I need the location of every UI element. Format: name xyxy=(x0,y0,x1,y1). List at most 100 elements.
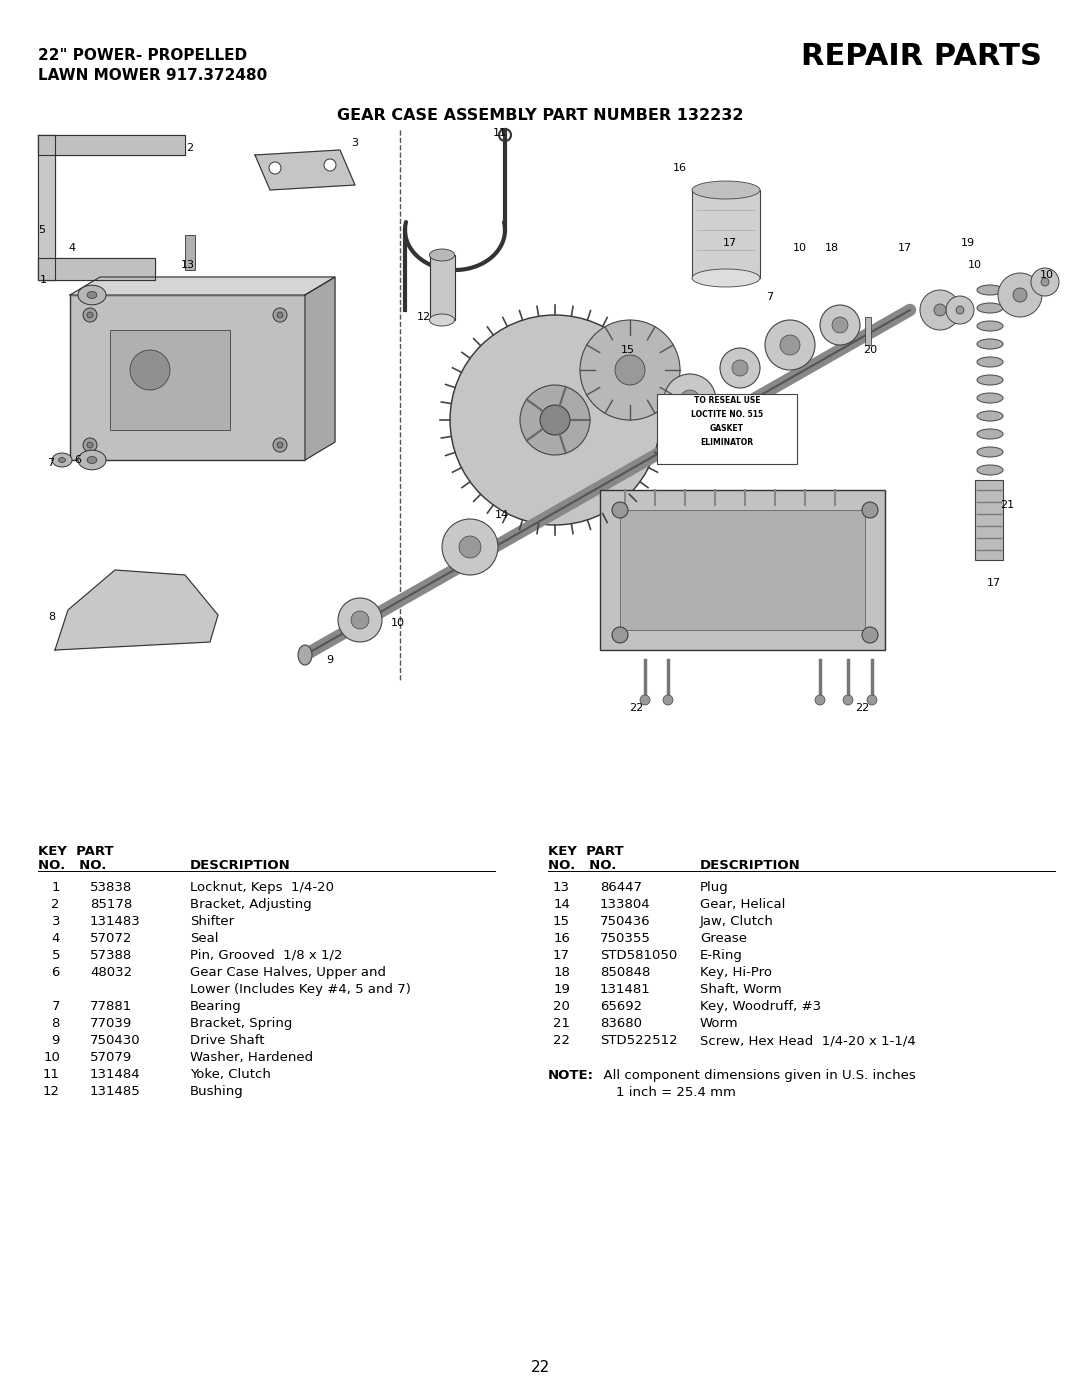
Ellipse shape xyxy=(977,482,1003,493)
Ellipse shape xyxy=(78,450,106,470)
Text: 77881: 77881 xyxy=(90,1000,132,1014)
Ellipse shape xyxy=(130,350,170,390)
Polygon shape xyxy=(70,277,335,295)
Ellipse shape xyxy=(977,500,1003,512)
Ellipse shape xyxy=(977,447,1003,457)
Ellipse shape xyxy=(977,356,1003,368)
Text: 16: 16 xyxy=(553,932,570,945)
Text: 3: 3 xyxy=(52,916,60,928)
Text: 18: 18 xyxy=(553,966,570,979)
Text: 22: 22 xyxy=(530,1360,550,1376)
Text: Bushing: Bushing xyxy=(190,1085,244,1097)
Text: 1 inch = 25.4 mm: 1 inch = 25.4 mm xyxy=(616,1086,735,1099)
Text: 7: 7 xyxy=(48,459,55,468)
Text: 131483: 131483 xyxy=(90,916,140,928)
Circle shape xyxy=(780,336,800,355)
Text: DESCRIPTION: DESCRIPTION xyxy=(190,858,291,872)
Text: 53838: 53838 xyxy=(90,881,132,893)
Text: KEY  PART: KEY PART xyxy=(548,844,623,858)
Circle shape xyxy=(765,320,815,370)
Circle shape xyxy=(640,695,650,705)
Text: 1: 1 xyxy=(52,881,60,893)
Ellipse shape xyxy=(52,453,72,467)
Text: 9: 9 xyxy=(52,1035,60,1047)
Text: 14: 14 xyxy=(553,898,570,911)
Circle shape xyxy=(351,611,369,629)
Text: 10: 10 xyxy=(391,618,405,628)
Ellipse shape xyxy=(977,411,1003,421)
Text: 7: 7 xyxy=(52,1000,60,1014)
Text: Gear, Helical: Gear, Helical xyxy=(700,898,785,911)
Ellipse shape xyxy=(977,303,1003,313)
Ellipse shape xyxy=(87,457,97,464)
Text: Shifter: Shifter xyxy=(190,916,234,928)
Text: 5: 5 xyxy=(39,225,45,235)
Circle shape xyxy=(540,405,570,435)
Text: Yoke, Clutch: Yoke, Clutch xyxy=(190,1068,271,1081)
Circle shape xyxy=(862,626,878,643)
Text: 22: 22 xyxy=(553,1035,570,1047)
Text: NO.   NO.: NO. NO. xyxy=(38,858,106,872)
Circle shape xyxy=(934,303,946,316)
Circle shape xyxy=(832,317,848,333)
Text: 133804: 133804 xyxy=(600,898,650,911)
Text: Key, Woodruff, #3: Key, Woodruff, #3 xyxy=(700,1000,821,1014)
Circle shape xyxy=(338,598,382,642)
Text: 131485: 131485 xyxy=(90,1085,140,1097)
Circle shape xyxy=(615,355,645,384)
Text: Shaft, Worm: Shaft, Worm xyxy=(700,983,782,995)
Ellipse shape xyxy=(977,322,1003,331)
Circle shape xyxy=(998,273,1042,317)
Text: 18: 18 xyxy=(825,243,839,253)
Text: 10: 10 xyxy=(43,1051,60,1064)
Circle shape xyxy=(663,695,673,705)
Text: 5: 5 xyxy=(52,949,60,962)
Ellipse shape xyxy=(977,375,1003,384)
Text: E-Ring: E-Ring xyxy=(700,949,743,962)
Ellipse shape xyxy=(977,519,1003,528)
Ellipse shape xyxy=(58,457,66,463)
Circle shape xyxy=(276,312,283,317)
Circle shape xyxy=(867,695,877,705)
Text: 8: 8 xyxy=(49,612,55,622)
Ellipse shape xyxy=(430,315,455,326)
Ellipse shape xyxy=(87,292,97,299)
Text: 17: 17 xyxy=(553,949,570,962)
Circle shape xyxy=(442,519,498,575)
Ellipse shape xyxy=(977,393,1003,403)
Text: 19: 19 xyxy=(553,983,570,995)
Text: Plug: Plug xyxy=(700,881,729,893)
Text: 10: 10 xyxy=(968,260,982,270)
Polygon shape xyxy=(38,136,185,155)
Text: 10: 10 xyxy=(793,243,807,253)
Text: 9: 9 xyxy=(326,656,334,665)
Text: 6: 6 xyxy=(52,966,60,979)
Bar xyxy=(600,491,885,650)
Polygon shape xyxy=(38,259,156,280)
Text: Seal: Seal xyxy=(190,932,218,945)
Circle shape xyxy=(87,442,93,447)
Circle shape xyxy=(459,535,481,558)
Text: 57072: 57072 xyxy=(90,932,133,945)
Text: GEAR CASE ASSEMBLY PART NUMBER 132232: GEAR CASE ASSEMBLY PART NUMBER 132232 xyxy=(337,108,743,123)
Text: 65692: 65692 xyxy=(600,1000,643,1014)
Polygon shape xyxy=(305,277,335,460)
Text: 85178: 85178 xyxy=(90,898,132,911)
Text: Drive Shaft: Drive Shaft xyxy=(190,1035,265,1047)
Circle shape xyxy=(664,375,716,426)
Text: 11: 11 xyxy=(492,129,507,138)
Text: 6: 6 xyxy=(75,454,81,466)
Circle shape xyxy=(83,438,97,452)
Text: 21: 21 xyxy=(553,1016,570,1030)
Text: Bearing: Bearing xyxy=(190,1000,242,1014)
Text: Bracket, Spring: Bracket, Spring xyxy=(190,1016,293,1030)
Ellipse shape xyxy=(78,285,106,305)
Circle shape xyxy=(580,320,680,419)
Text: STD581050: STD581050 xyxy=(600,949,677,962)
Circle shape xyxy=(1041,278,1049,287)
Text: ELIMINATOR: ELIMINATOR xyxy=(701,438,754,447)
Circle shape xyxy=(450,315,660,526)
Text: STD522512: STD522512 xyxy=(600,1035,677,1047)
Text: 13: 13 xyxy=(553,881,570,893)
Text: 4: 4 xyxy=(68,243,76,253)
